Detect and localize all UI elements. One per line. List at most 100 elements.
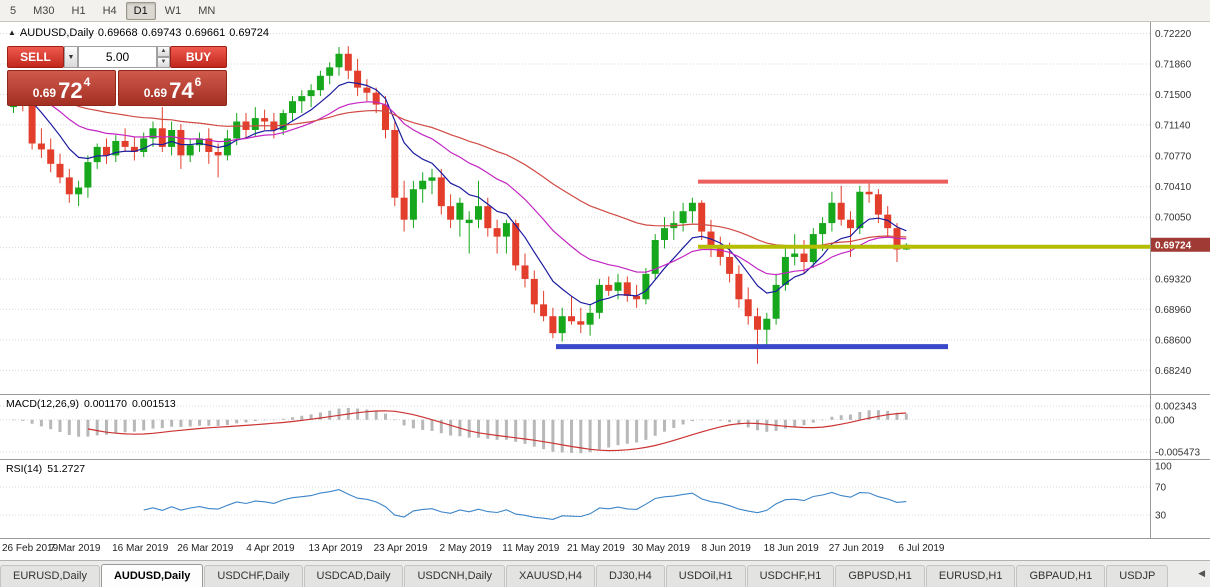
ma-45-line <box>13 85 907 248</box>
ma-8-line <box>13 81 907 306</box>
time-axis-label: 26 Mar 2019 <box>177 543 234 554</box>
candlestick-chart[interactable]: 0.72220 0.71860 0.71500 0.71140 0.70770 0.704… <box>0 22 1210 394</box>
tab-gbpusd-h1[interactable]: GBPUSD,H1 <box>835 565 925 587</box>
buy-button[interactable]: BUY <box>170 46 227 68</box>
rsi-panel[interactable]: 100 70 30 RSI(14) 51.2727 <box>0 459 1210 538</box>
tab-usdchf-h1[interactable]: USDCHF,H1 <box>746 565 835 587</box>
macd-axis-label: -0.005473 <box>1155 448 1200 459</box>
rsi-line <box>143 489 907 520</box>
bid-prefix: 0.69 <box>32 86 57 100</box>
tab-usdchf-daily[interactable]: USDCHF,Daily <box>204 565 303 587</box>
tab-usdoil-h1[interactable]: USDOil,H1 <box>665 565 746 587</box>
bid-price-display[interactable]: 0.69 72 4 <box>7 70 116 106</box>
ask-point: 6 <box>194 75 202 89</box>
price-chart-panel[interactable]: 0.72220 0.71860 0.71500 0.71140 0.70770 0.704… <box>0 22 1210 394</box>
macd-histogram <box>12 407 908 454</box>
ask-prefix: 0.69 <box>143 86 168 100</box>
price-axis-label: 0.72220 <box>1155 29 1192 40</box>
time-axis-label: 27 Jun 2019 <box>828 543 884 554</box>
time-axis-label: 18 Jun 2019 <box>763 543 819 554</box>
chart-window: 0.72220 0.71860 0.71500 0.71140 0.70770 0.704… <box>0 22 1210 560</box>
rsi-axis-label: 30 <box>1155 511 1167 522</box>
macd-label: MACD(12,26,9) 0.001170 0.001513 <box>6 398 181 410</box>
rsi-value: 51.2727 <box>47 463 86 475</box>
price-axis-label: 0.68240 <box>1155 366 1192 377</box>
time-axis-label: 2 May 2019 <box>439 543 492 554</box>
timeframe-button-mn[interactable]: MN <box>198 4 216 17</box>
rsi-axis-label: 100 <box>1155 462 1172 473</box>
tab-audusd-daily[interactable]: AUDUSD,Daily <box>100 564 204 587</box>
candles-group <box>10 46 910 364</box>
time-axis-label: 26 Feb 2019 <box>2 543 59 554</box>
tab-usdjp[interactable]: USDJP <box>1106 565 1169 587</box>
macd-panel[interactable]: 0.002343 0.00 -0.005473 MACD(12,26,9) 0.001… <box>0 394 1210 459</box>
price-axis-label: 0.68960 <box>1155 305 1192 316</box>
time-axis-label: 21 May 2019 <box>566 543 625 554</box>
macd-signal-value: 0.001513 <box>131 398 176 410</box>
time-axis-label: 16 Mar 2019 <box>112 543 169 554</box>
tab-usdcnh-daily[interactable]: USDCNH,Daily <box>404 565 506 587</box>
tab-xauusd-h4[interactable]: XAUUSD,H4 <box>506 565 595 587</box>
current-price-label: 0.69724 <box>1155 240 1192 251</box>
timeframe-button-m30[interactable]: M30 <box>33 4 55 17</box>
bid-point: 4 <box>83 75 91 89</box>
time-axis-label: 30 May 2019 <box>632 543 690 554</box>
tab-dj30-h4[interactable]: DJ30,H4 <box>596 565 665 587</box>
macd-axis-label: 0.00 <box>1155 415 1175 426</box>
rsi-chart[interactable]: 100 70 30 <box>0 460 1210 538</box>
ma-20-line <box>13 85 907 276</box>
volume-input[interactable] <box>78 46 157 68</box>
current-price-badge <box>1151 237 1210 252</box>
macd-main-value: 0.001170 <box>83 398 127 410</box>
tab-scroll-left-icon[interactable]: ◀ <box>1198 568 1205 578</box>
timeframe-button-d1[interactable]: D1 <box>125 1 156 20</box>
rsi-name: RSI(14) <box>6 463 43 475</box>
close-value: 0.69724 <box>229 27 269 39</box>
time-axis-label: 7 Mar 2019 <box>49 543 101 554</box>
chart-symbol-label: AUDUSD,Daily <box>19 27 94 39</box>
price-axis-label: 0.70050 <box>1155 213 1192 224</box>
timeframe-button-5[interactable]: 5 <box>10 4 17 17</box>
time-axis-label: 4 Apr 2019 <box>246 543 295 554</box>
macd-axis-label: 0.002343 <box>1155 402 1197 413</box>
time-axis-label: 11 May 2019 <box>502 543 560 554</box>
open-value: 0.69668 <box>97 27 138 39</box>
tab-eurusd-h1[interactable]: EURUSD,H1 <box>925 565 1016 587</box>
timeframe-button-w1[interactable]: W1 <box>164 4 182 17</box>
high-value: 0.69743 <box>141 27 182 39</box>
sell-dropdown-icon[interactable]: ▼ <box>64 46 78 68</box>
price-axis-label: 0.69320 <box>1155 274 1192 285</box>
time-axis-label: 6 Jul 2019 <box>898 543 945 554</box>
tab-eurusd-daily[interactable]: EURUSD,Daily <box>0 565 100 587</box>
trade-panel-toggle-icon[interactable]: ▲ <box>8 28 16 37</box>
price-axis-label: 0.70410 <box>1155 182 1192 193</box>
volume-decrease-icon[interactable]: ▼ <box>157 57 170 68</box>
timeframe-toolbar: 5 M30 H1 H4 D1 W1 MN <box>0 0 1210 22</box>
sell-button[interactable]: SELL <box>7 46 64 68</box>
price-axis-label: 0.71140 <box>1155 120 1191 131</box>
ask-pips: 74 <box>169 78 194 103</box>
low-value: 0.69661 <box>185 27 226 39</box>
volume-stepper[interactable]: ▲ ▼ <box>157 46 170 68</box>
price-axis-label: 0.68600 <box>1155 335 1192 346</box>
price-axis-label: 0.71860 <box>1155 59 1192 70</box>
timeframe-button-h4[interactable]: H4 <box>102 4 117 17</box>
rsi-axis-label: 70 <box>1155 483 1167 494</box>
time-axis-label: 23 Apr 2019 <box>373 543 428 554</box>
chart-title: ▲ AUDUSD,Daily 0.69668 0.69743 0.69661 0.6972… <box>8 27 273 39</box>
bid-pips: 72 <box>58 78 83 103</box>
tab-usdcad-daily[interactable]: USDCAD,Daily <box>303 565 404 587</box>
macd-name: MACD(12,26,9) <box>6 398 79 410</box>
timeframe-button-h1[interactable]: H1 <box>71 4 86 17</box>
time-axis-label: 13 Apr 2019 <box>308 543 363 554</box>
price-axis-label: 0.70770 <box>1155 152 1192 163</box>
ask-price-display[interactable]: 0.69 74 6 <box>118 70 227 106</box>
macd-chart[interactable]: 0.002343 0.00 -0.005473 <box>0 395 1210 459</box>
time-axis: 26 Feb 2019 7 Mar 2019 16 Mar 2019 26 Mar 2… <box>0 538 1210 560</box>
tab-gbpaud-h1[interactable]: GBPAUD,H1 <box>1016 565 1106 587</box>
time-axis-label: 8 Jun 2019 <box>701 543 751 554</box>
macd-signal-line <box>87 410 907 452</box>
price-axis-label: 0.71500 <box>1155 90 1192 101</box>
volume-increase-icon[interactable]: ▲ <box>157 46 170 57</box>
